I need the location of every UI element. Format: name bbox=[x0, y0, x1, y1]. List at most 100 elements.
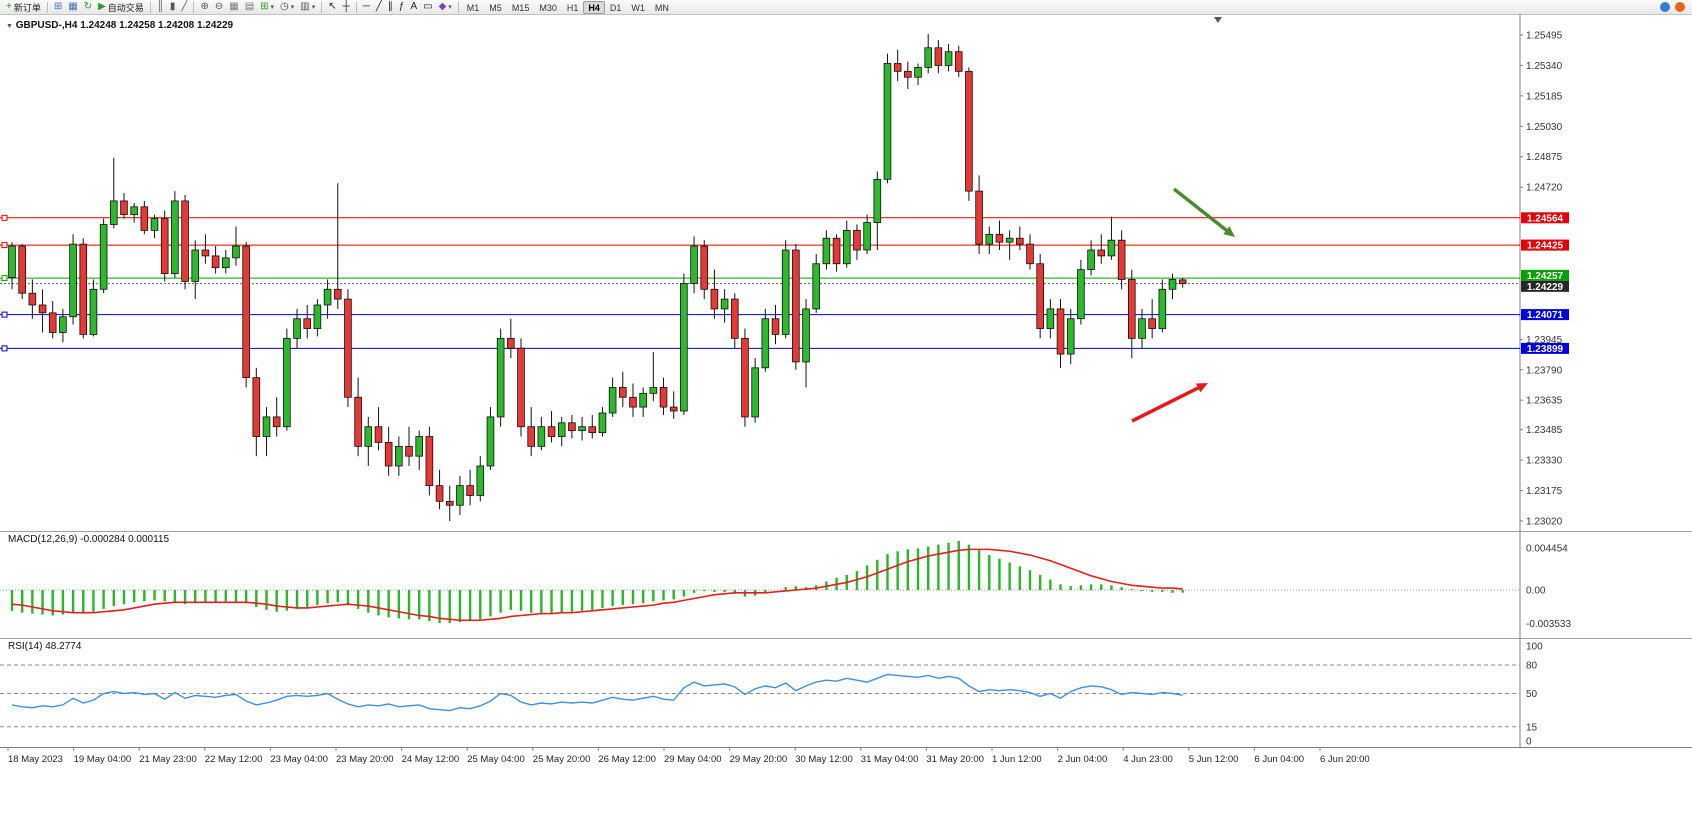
cursor-button[interactable]: ↖ bbox=[325, 1, 339, 14]
horizontal-lines-layer[interactable] bbox=[0, 214, 1520, 352]
main-toolbar: + 新订单 ⊞ ▦ ↻ ▶ 自动交易 ║ ▮ ╱ ⊕ ⊖ ▦ ▤ ⊞ ▾ ◷ ▾ ▥ ▾ ↖ ┼ ─ ╱ ∥ ƒ A ▭ ◆ ▾ M1 M5 M… bbox=[0, 0, 1692, 15]
svg-text:1.24564: 1.24564 bbox=[1527, 213, 1564, 224]
svg-text:1.23945: 1.23945 bbox=[1526, 335, 1563, 346]
refresh-button[interactable]: ↻ bbox=[81, 1, 95, 14]
zoom-out-button[interactable]: ⊖ bbox=[212, 1, 226, 14]
svg-text:31 May 04:00: 31 May 04:00 bbox=[861, 754, 919, 765]
channel-tool-button[interactable]: ∥ bbox=[385, 1, 396, 14]
toolbar-separator bbox=[321, 1, 323, 13]
templates-button[interactable]: ▥ ▾ bbox=[297, 1, 318, 14]
ohlc-values: 1.24248 1.24258 1.24208 1.24229 bbox=[80, 20, 234, 31]
new-order-button[interactable]: + 新订单 bbox=[3, 1, 44, 14]
collapse-one-click-icon[interactable]: ▼ bbox=[6, 23, 13, 30]
svg-text:23 May 04:00: 23 May 04:00 bbox=[270, 754, 328, 765]
timeframe-h4-button[interactable]: H4 bbox=[583, 0, 605, 14]
timeframe-h1-button[interactable]: H1 bbox=[566, 2, 579, 13]
toolbar-separator bbox=[193, 1, 195, 13]
svg-text:1.23635: 1.23635 bbox=[1526, 396, 1563, 407]
arrows-tool-button[interactable]: ◆ ▾ bbox=[436, 1, 455, 14]
text-tool-button[interactable]: A bbox=[407, 1, 420, 14]
svg-text:6 Jun 04:00: 6 Jun 04:00 bbox=[1254, 754, 1304, 765]
macd-panel[interactable]: 0.004454 0.00 -0.003533 bbox=[0, 531, 1692, 638]
auto-trading-button-label: 自动交易 bbox=[107, 2, 144, 13]
channel-tool-icon: ∥ bbox=[387, 1, 393, 12]
svg-text:30 May 12:00: 30 May 12:00 bbox=[795, 754, 853, 765]
green-down-arrow[interactable] bbox=[1172, 187, 1235, 237]
hline-tool-button[interactable]: ─ bbox=[360, 1, 373, 14]
line-view-icon: ╱ bbox=[181, 1, 188, 12]
fibonacci-tool-button[interactable]: ƒ bbox=[396, 1, 408, 14]
svg-text:1.25185: 1.25185 bbox=[1526, 91, 1563, 102]
candles-view-button[interactable]: ▮ bbox=[167, 1, 179, 14]
cursor-icon: ↖ bbox=[328, 1, 337, 12]
profiles-icon: ▦ bbox=[68, 1, 78, 12]
svg-text:18 May 2023: 18 May 2023 bbox=[8, 754, 63, 765]
arrange-windows-button[interactable]: ▤ bbox=[242, 1, 257, 14]
timeframe-m15-button[interactable]: M15 bbox=[511, 2, 530, 13]
crosshair-button[interactable]: ┼ bbox=[340, 1, 353, 14]
svg-text:0.00: 0.00 bbox=[1526, 586, 1546, 597]
timeframe-mn-button[interactable]: MN bbox=[654, 2, 669, 13]
hline-tool-icon: ─ bbox=[362, 1, 370, 12]
tile-windows-button[interactable]: ▦ bbox=[226, 1, 241, 14]
svg-text:1.24229: 1.24229 bbox=[1527, 282, 1564, 293]
bars-view-icon: ║ bbox=[156, 1, 164, 12]
candles-layer bbox=[8, 34, 1187, 521]
svg-text:1.24720: 1.24720 bbox=[1526, 183, 1563, 194]
svg-text:26 May 12:00: 26 May 12:00 bbox=[598, 754, 656, 765]
svg-text:1.25030: 1.25030 bbox=[1526, 122, 1563, 133]
svg-text:0: 0 bbox=[1526, 737, 1532, 748]
svg-text:29 May 20:00: 29 May 20:00 bbox=[730, 754, 788, 765]
toolbar-right-group bbox=[1660, 2, 1689, 12]
label-tool-button[interactable]: ▭ bbox=[420, 1, 435, 14]
bars-view-button[interactable]: ║ bbox=[154, 1, 167, 14]
svg-text:21 May 23:00: 21 May 23:00 bbox=[139, 754, 197, 765]
svg-text:19 May 04:00: 19 May 04:00 bbox=[74, 754, 132, 765]
chart-shift-marker[interactable] bbox=[1214, 17, 1222, 23]
community-button[interactable] bbox=[1660, 2, 1670, 12]
price-chart[interactable]: 1.25495 1.25340 1.25185 1.25030 1.24875 1.247… bbox=[0, 14, 1692, 531]
red-up-arrow[interactable] bbox=[1131, 383, 1208, 423]
drawing-objects-layer[interactable] bbox=[1131, 187, 1235, 423]
chart-windows-button[interactable]: ⊞ bbox=[51, 1, 65, 14]
chart-windows-icon: ⊞ bbox=[53, 1, 63, 12]
svg-text:24 May 12:00: 24 May 12:00 bbox=[402, 754, 460, 765]
arrows-tool-icon: ◆ bbox=[438, 1, 447, 12]
svg-text:2 Jun 04:00: 2 Jun 04:00 bbox=[1058, 754, 1108, 765]
period-button[interactable]: ◷ ▾ bbox=[277, 1, 297, 14]
svg-text:1.23790: 1.23790 bbox=[1526, 365, 1563, 376]
caret-down-icon: ▾ bbox=[270, 4, 275, 11]
arrange-windows-icon: ▤ bbox=[244, 1, 255, 12]
timeframe-w1-button[interactable]: W1 bbox=[631, 2, 645, 13]
timeframe-m1-button[interactable]: M1 bbox=[466, 2, 480, 13]
time-axis[interactable]: 18 May 2023 19 May 04:00 21 May 23:00 22 Ma… bbox=[0, 747, 1692, 771]
svg-text:6 Jun 20:00: 6 Jun 20:00 bbox=[1320, 754, 1370, 765]
timeframe-m5-button[interactable]: M5 bbox=[489, 2, 502, 13]
svg-text:50: 50 bbox=[1526, 689, 1538, 700]
refresh-icon: ↻ bbox=[83, 1, 93, 12]
new-order-button-label: 新订单 bbox=[13, 2, 41, 13]
trendline-tool-button[interactable]: ╱ bbox=[373, 1, 385, 14]
svg-text:22 May 12:00: 22 May 12:00 bbox=[205, 754, 263, 765]
svg-text:1.24425: 1.24425 bbox=[1527, 241, 1564, 252]
timeframe-m30-button[interactable]: M30 bbox=[539, 2, 557, 13]
svg-text:15: 15 bbox=[1526, 722, 1538, 733]
rsi-panel[interactable]: 100 80 50 15 0 bbox=[0, 638, 1692, 748]
zoom-in-button[interactable]: ⊕ bbox=[197, 1, 211, 14]
profiles-button[interactable]: ▦ bbox=[65, 1, 80, 14]
period-icon: ◷ bbox=[280, 1, 289, 12]
new-chart-button[interactable]: ⊞ ▾ bbox=[257, 1, 277, 14]
alert-badge[interactable] bbox=[1675, 2, 1685, 12]
svg-text:80: 80 bbox=[1526, 661, 1538, 672]
timeframe-d1-button[interactable]: D1 bbox=[609, 2, 622, 13]
tile-windows-icon: ▦ bbox=[229, 1, 239, 12]
label-tool-icon: ▭ bbox=[423, 1, 433, 12]
svg-text:1.25340: 1.25340 bbox=[1526, 61, 1563, 72]
auto-trading-icon: ▶ bbox=[98, 1, 106, 12]
zoom-out-icon: ⊖ bbox=[214, 1, 224, 12]
auto-trading-button[interactable]: ▶ 自动交易 bbox=[95, 1, 147, 14]
line-view-button[interactable]: ╱ bbox=[178, 1, 190, 14]
svg-text:1.24071: 1.24071 bbox=[1527, 310, 1564, 321]
symbol-period-label: GBPUSD-,H4 bbox=[15, 20, 78, 31]
